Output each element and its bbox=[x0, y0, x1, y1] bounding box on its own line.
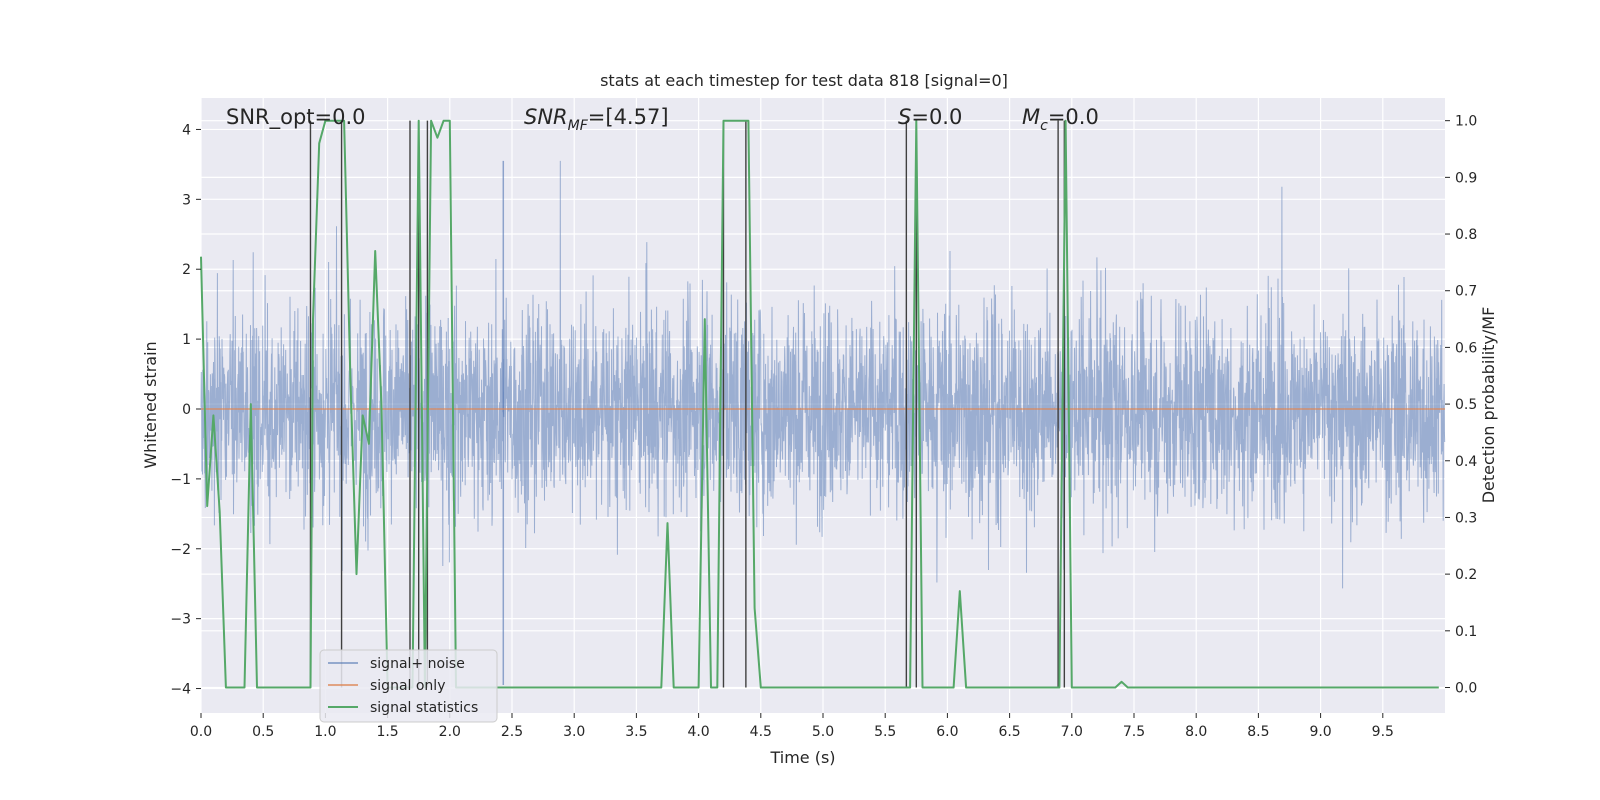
snr-mf-value: =[4.57] bbox=[588, 105, 669, 129]
x-tick-label: 6.5 bbox=[998, 724, 1020, 740]
legend-label-stats: signal statistics bbox=[370, 700, 478, 716]
x-tick-label: 5.0 bbox=[812, 724, 834, 740]
y-right-tick-label: 1.0 bbox=[1455, 114, 1477, 130]
chart-title: stats at each timestep for test data 818… bbox=[600, 71, 1008, 90]
x-tick-label: 2.5 bbox=[501, 724, 523, 740]
y-tick-label: −1 bbox=[170, 472, 191, 488]
x-tick-label: 1.0 bbox=[314, 724, 336, 740]
snr-mf-main: SNR bbox=[524, 105, 568, 129]
annotation-mc: Mc=0.0 bbox=[1022, 105, 1099, 134]
s-value: =0.0 bbox=[911, 105, 962, 129]
annotation-snr-opt: SNR_opt=0.0 bbox=[226, 105, 366, 130]
x-tick-label: 7.5 bbox=[1123, 724, 1145, 740]
y-right-axis-label: Detection probability/MF bbox=[1479, 307, 1498, 504]
x-tick-label: 2.0 bbox=[439, 724, 461, 740]
y-tick-label: −2 bbox=[170, 542, 191, 558]
x-tick-label: 3.5 bbox=[625, 724, 647, 740]
y-right-tick-label: 0.0 bbox=[1455, 680, 1477, 696]
x-tick-label: 5.5 bbox=[874, 724, 896, 740]
mc-value: =0.0 bbox=[1048, 105, 1099, 129]
annotation-s: S=0.0 bbox=[898, 105, 962, 129]
legend-label-noise: signal+ noise bbox=[370, 656, 465, 672]
x-tick-label: 0.0 bbox=[190, 724, 212, 740]
noise-trace bbox=[200, 160, 1446, 589]
ticks: 0.0 0.5 1.0 1.5 2.0 2.5 3.0 3.5 4.0 4.5 5.0 5.5 6.0 6… bbox=[170, 114, 1477, 740]
y-right-tick-label: 0.4 bbox=[1455, 454, 1477, 470]
x-tick-label: 6.0 bbox=[936, 724, 958, 740]
x-tick-label: 8.5 bbox=[1247, 724, 1269, 740]
y-right-tick-label: 0.8 bbox=[1455, 227, 1477, 243]
y-tick-label: 0 bbox=[182, 402, 191, 418]
y-tick-label: −3 bbox=[170, 612, 191, 628]
legend-label-signal-only: signal only bbox=[370, 678, 445, 694]
legend-box bbox=[319, 649, 498, 723]
y-right-tick-label: 0.5 bbox=[1455, 397, 1477, 413]
legend: signal+ noise signal only signal statist… bbox=[319, 649, 498, 723]
x-tick-label: 7.0 bbox=[1061, 724, 1083, 740]
x-tick-label: 0.5 bbox=[252, 724, 274, 740]
y-right-tick-label: 0.2 bbox=[1455, 567, 1477, 583]
s-main: S bbox=[898, 105, 911, 129]
x-tick-label: 4.5 bbox=[750, 724, 772, 740]
x-tick-label: 9.0 bbox=[1309, 724, 1331, 740]
y-right-tick-label: 0.3 bbox=[1455, 510, 1477, 526]
x-tick-label: 4.0 bbox=[687, 724, 709, 740]
x-tick-label: 8.0 bbox=[1185, 724, 1207, 740]
x-axis-label: Time (s) bbox=[769, 748, 835, 767]
y-tick-label: 3 bbox=[182, 192, 191, 208]
mc-main: M bbox=[1022, 105, 1040, 129]
noise-series bbox=[200, 160, 1446, 686]
mc-sub: c bbox=[1040, 118, 1048, 134]
y-right-tick-label: 0.1 bbox=[1455, 624, 1477, 640]
x-tick-label: 3.0 bbox=[563, 724, 585, 740]
y-right-tick-label: 0.7 bbox=[1455, 284, 1477, 300]
y-tick-label: 2 bbox=[182, 262, 191, 278]
x-tick-label: 9.5 bbox=[1372, 724, 1394, 740]
stats-series bbox=[200, 119, 1439, 689]
stats-line bbox=[200, 119, 1439, 689]
y-right-tick-label: 0.6 bbox=[1455, 340, 1477, 356]
snr-mf-sub: MF bbox=[568, 118, 589, 134]
y-axis-label: Whitened strain bbox=[141, 341, 160, 468]
y-tick-label: 4 bbox=[182, 122, 191, 138]
y-tick-label: 1 bbox=[182, 332, 191, 348]
x-tick-label: 1.5 bbox=[376, 724, 398, 740]
y-tick-label: −4 bbox=[170, 682, 191, 698]
annotation-snr-mf: SNRMF=[4.57] bbox=[524, 105, 669, 134]
y-right-tick-label: 0.9 bbox=[1455, 170, 1477, 186]
